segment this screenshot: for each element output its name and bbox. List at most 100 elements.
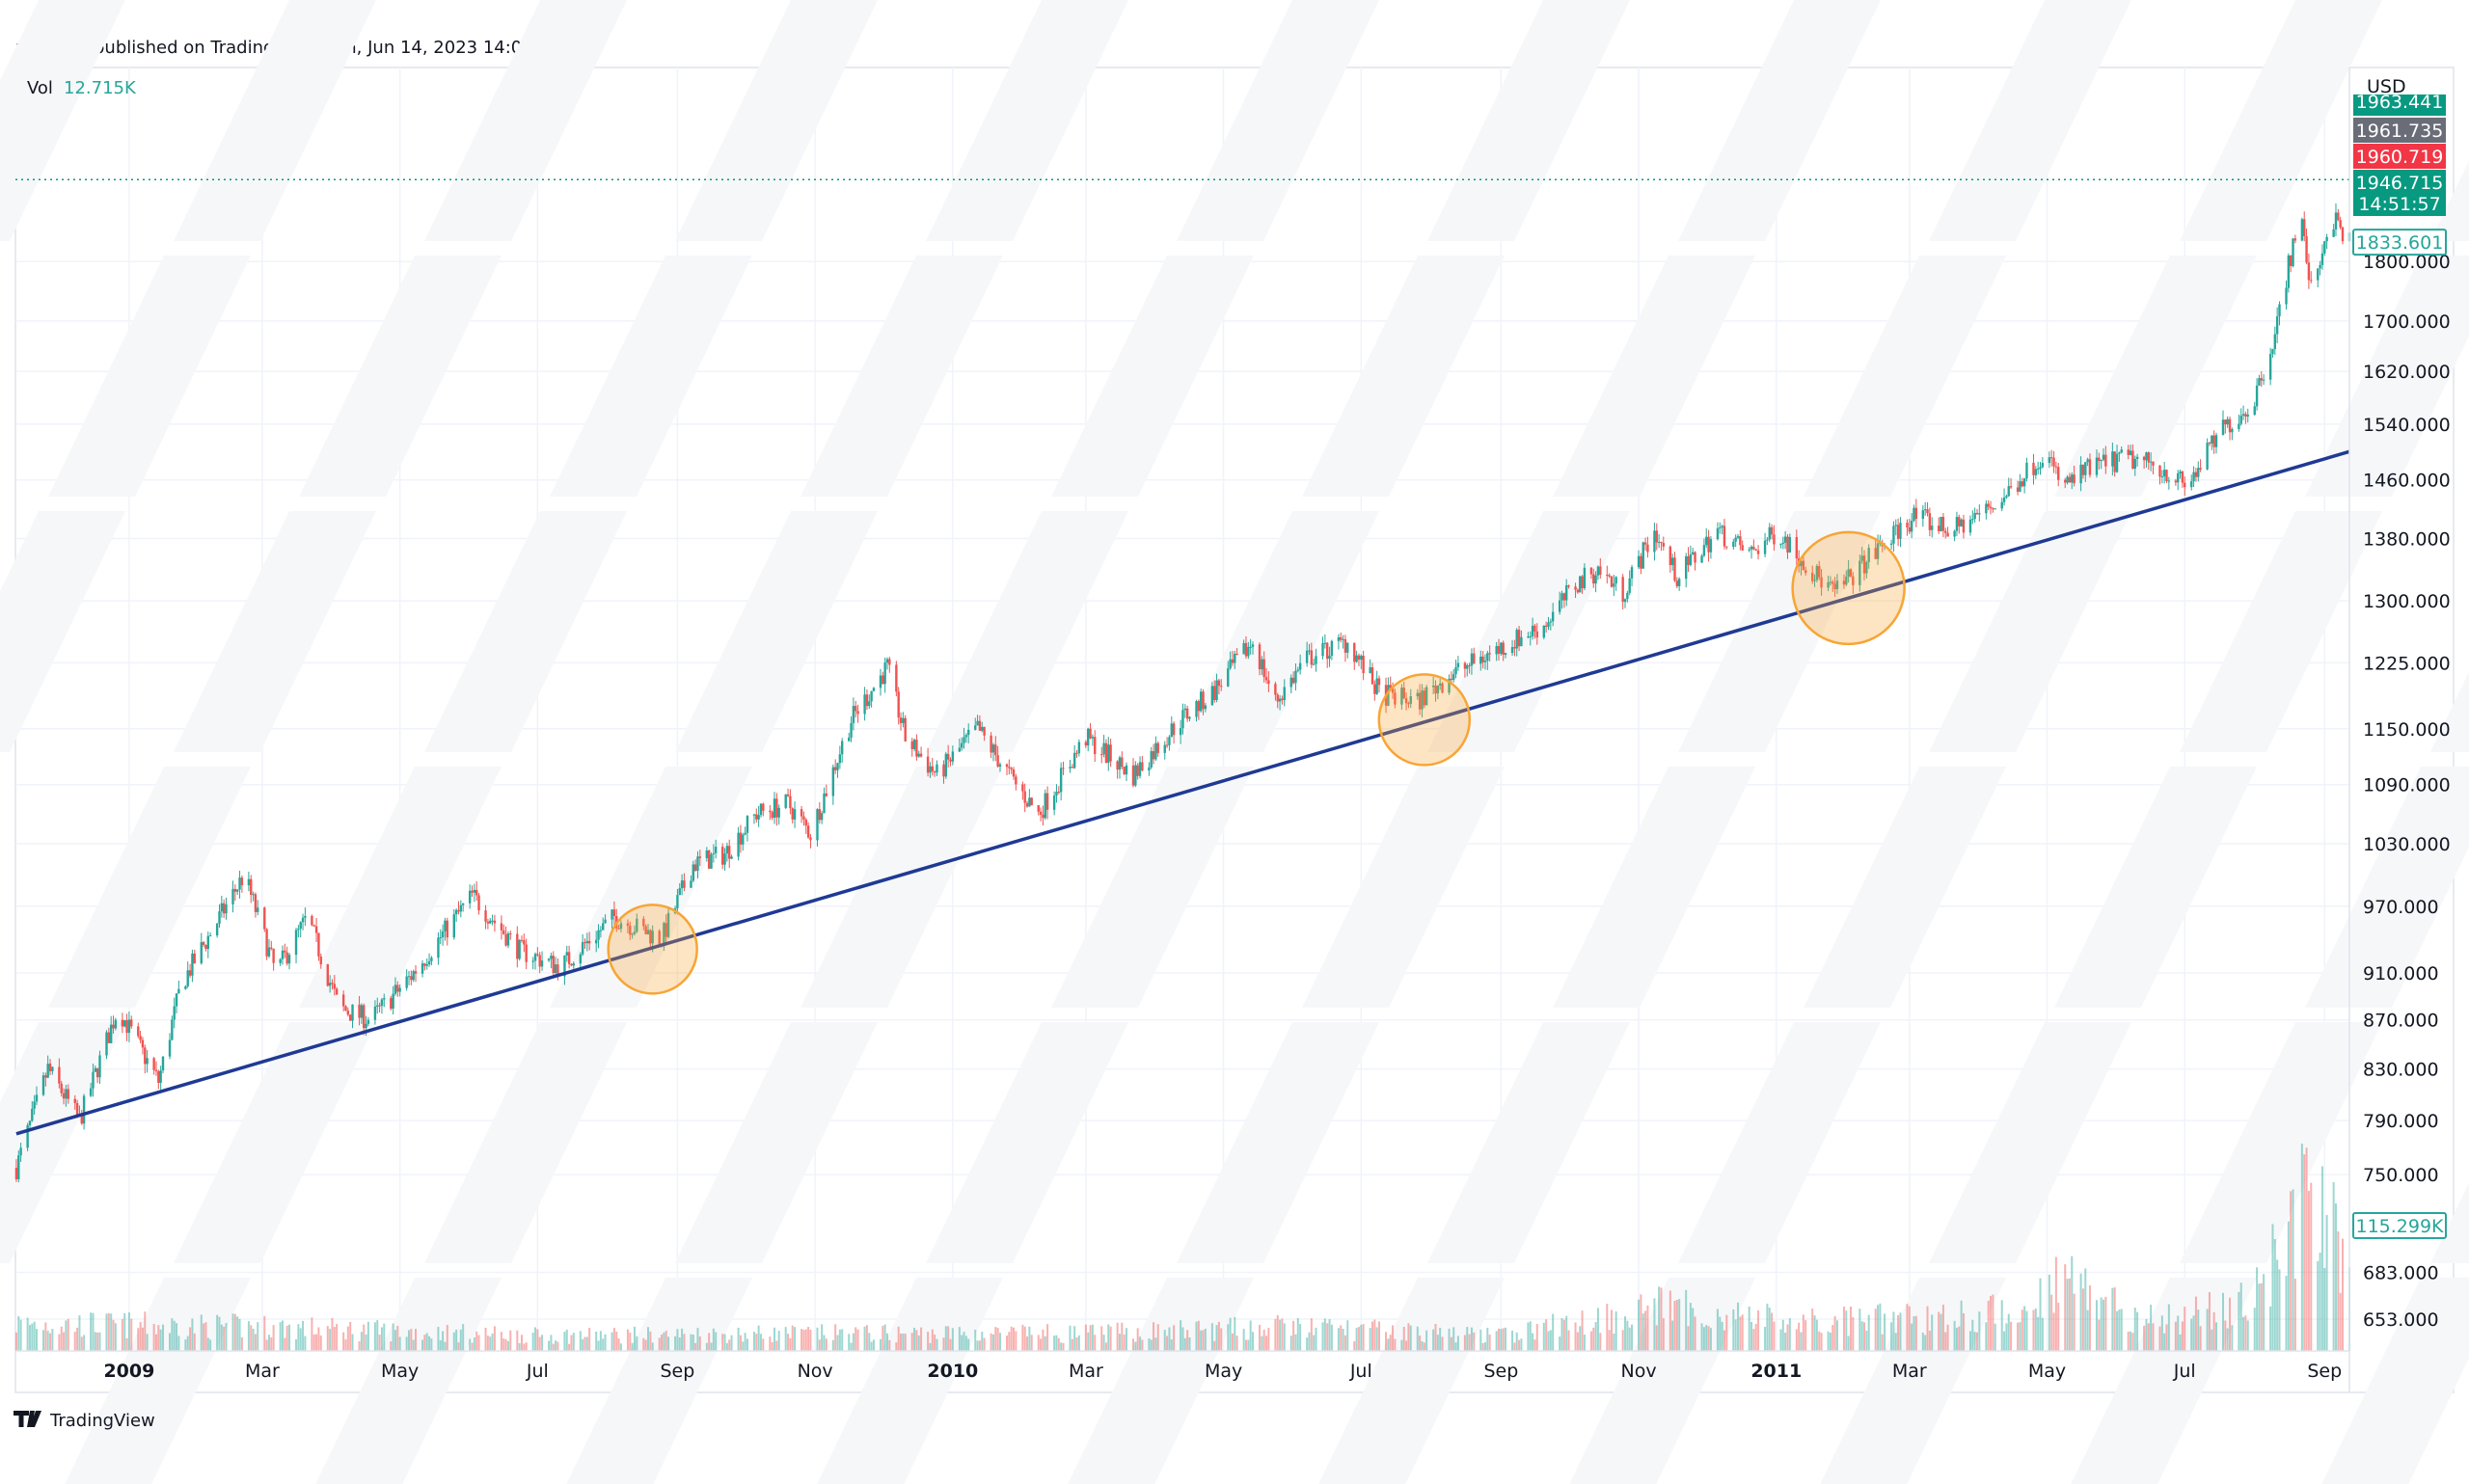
watermark-shape xyxy=(675,511,878,752)
volume-bar xyxy=(1330,1324,1333,1351)
volume-bar xyxy=(902,1333,905,1351)
volume-bar xyxy=(1734,1319,1737,1351)
volume-bar xyxy=(317,1327,320,1351)
volume-bar xyxy=(186,1336,189,1351)
volume-bar xyxy=(1010,1326,1013,1351)
volume-bar xyxy=(1542,1322,1545,1351)
volume-bar xyxy=(1859,1309,1861,1351)
volume-bar xyxy=(978,1340,981,1351)
candle xyxy=(1215,680,1218,700)
candle xyxy=(1716,527,1720,540)
volume-bar xyxy=(506,1340,509,1351)
highlight-circles[interactable] xyxy=(607,530,1906,995)
candle xyxy=(2275,316,2279,335)
volume-bar xyxy=(1015,1331,1017,1351)
volume-bar xyxy=(281,1320,284,1351)
candle xyxy=(848,737,851,742)
volume-bar xyxy=(698,1336,701,1351)
volume-bar xyxy=(504,1338,507,1351)
time-tick-label: 2011 xyxy=(1750,1361,1802,1382)
volume-bar xyxy=(531,1332,534,1351)
candle xyxy=(841,741,844,755)
volume-bar xyxy=(2273,1238,2276,1351)
candle xyxy=(895,664,898,692)
volume-bar xyxy=(1829,1333,1831,1351)
candle xyxy=(2221,419,2225,436)
volume-bar xyxy=(838,1329,841,1351)
candle xyxy=(31,1108,34,1121)
candle xyxy=(62,1093,66,1099)
candle xyxy=(2332,229,2335,237)
candle xyxy=(2239,416,2242,424)
candle xyxy=(570,963,573,966)
candle xyxy=(51,1066,54,1071)
time-tick-label: 2009 xyxy=(103,1361,154,1382)
volume-bar xyxy=(1811,1309,1814,1351)
candle xyxy=(1533,625,1536,632)
price-axis[interactable]: 1800.0001700.0001620.0001540.0001460.000… xyxy=(2363,252,2451,1331)
candle xyxy=(1357,655,1361,661)
candle xyxy=(2118,452,2121,454)
watermark-shape xyxy=(48,767,251,1008)
volume-bar xyxy=(2323,1267,2326,1351)
candle xyxy=(1899,523,1902,539)
volume-bar xyxy=(1589,1331,1592,1351)
volume-bar xyxy=(152,1324,155,1351)
candle xyxy=(1551,611,1555,622)
candle xyxy=(710,853,713,869)
volume-bar xyxy=(1267,1328,1270,1351)
candle xyxy=(184,985,187,989)
watermark-shape xyxy=(926,0,1128,241)
volume-bar xyxy=(1170,1339,1173,1351)
candle xyxy=(789,796,792,809)
time-tick-label: May xyxy=(2028,1361,2066,1382)
volume-bar xyxy=(471,1342,474,1351)
volume-bar xyxy=(789,1337,792,1351)
highlight-circle[interactable] xyxy=(607,904,698,995)
volume-bar xyxy=(942,1337,945,1351)
volume-bar xyxy=(888,1339,891,1351)
volume-bar xyxy=(762,1338,765,1351)
candle xyxy=(882,675,884,685)
volume-bar xyxy=(1852,1317,1855,1351)
highlight-circle[interactable] xyxy=(1791,530,1906,646)
candle xyxy=(1258,644,1262,670)
candle xyxy=(1229,659,1232,669)
volume-bar xyxy=(344,1339,347,1351)
watermark-shape xyxy=(2071,1278,2257,1484)
volume-bar xyxy=(626,1329,629,1351)
candle xyxy=(2086,459,2089,463)
tradingview-logo[interactable]: TradingView xyxy=(14,1411,155,1431)
candle xyxy=(579,954,583,964)
volume-bar xyxy=(2120,1309,2123,1351)
candle xyxy=(365,1023,367,1029)
volume-bar xyxy=(17,1316,20,1351)
candle xyxy=(2034,469,2038,475)
candle xyxy=(1118,757,1122,770)
highlight-circle[interactable] xyxy=(1377,673,1472,767)
candle xyxy=(1404,698,1408,704)
trendline[interactable] xyxy=(15,449,2350,1136)
volume-bar xyxy=(1955,1327,1958,1351)
candle xyxy=(1077,742,1081,754)
candle xyxy=(390,998,393,1009)
volume-bar xyxy=(1195,1321,1198,1351)
candle xyxy=(856,711,859,715)
volume-bar xyxy=(500,1332,502,1351)
candle xyxy=(2133,458,2136,469)
candle xyxy=(1750,546,1753,550)
candle xyxy=(646,930,650,934)
candle xyxy=(206,935,209,950)
volume-bar xyxy=(2165,1324,2168,1351)
time-axis[interactable]: 2009 Mar May Jul Sep Nov 2010 Mar May Jul Sep Nov 20… xyxy=(103,1361,2342,1382)
volume-bar xyxy=(60,1326,63,1351)
candle xyxy=(1483,661,1487,662)
volume-bar xyxy=(663,1332,665,1351)
candle xyxy=(833,767,837,770)
volume-bar xyxy=(1911,1323,1913,1351)
volume-bar xyxy=(563,1332,566,1351)
candle xyxy=(414,971,418,974)
volume-bar xyxy=(2181,1321,2184,1351)
candle xyxy=(1613,583,1615,587)
